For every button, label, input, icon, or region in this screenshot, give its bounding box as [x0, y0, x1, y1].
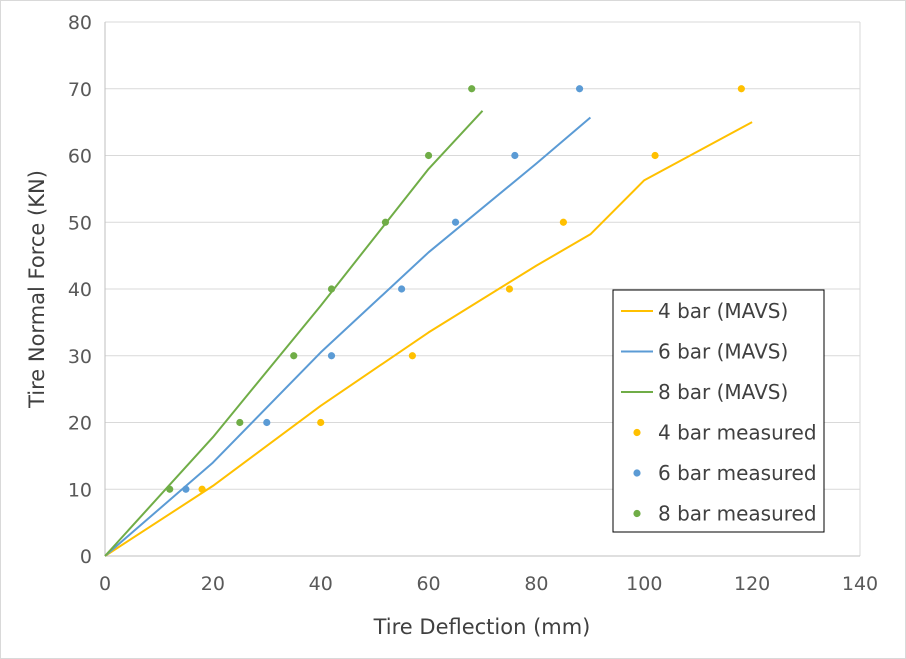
legend-entry-label: 6 bar (MAVS) [658, 340, 788, 364]
data-point [451, 218, 460, 226]
legend-entry-label: 6 bar measured [658, 461, 817, 485]
series-layer [104, 85, 753, 557]
data-point [651, 151, 659, 160]
data-point [182, 485, 190, 493]
x-tick-label: 60 [416, 573, 440, 595]
data-point [468, 85, 476, 93]
legend-entry-label: 8 bar measured [658, 502, 817, 526]
y-tick-label: 20 [68, 413, 92, 435]
legend-box [612, 289, 825, 533]
data-point [263, 418, 271, 427]
data-point [408, 352, 416, 360]
y-tick-label: 50 [68, 212, 92, 234]
data-point [327, 285, 336, 293]
y-axis-title: Tire Normal Force (KN) [25, 170, 49, 409]
y-tick-label: 40 [68, 279, 92, 301]
y-tick-label: 60 [68, 146, 92, 168]
data-point [381, 218, 390, 226]
x-tick-label: 0 [99, 573, 111, 595]
x-tick-label: 100 [626, 573, 662, 595]
legend-swatch-point [633, 469, 641, 477]
x-axis-title: Tire Deflection (mm) [373, 615, 591, 639]
data-point [424, 151, 433, 160]
series-line-2 [104, 116, 592, 557]
data-point [166, 485, 174, 493]
x-tick-label: 40 [309, 573, 333, 595]
x-tick-label: 80 [524, 573, 548, 595]
data-point [198, 485, 206, 493]
y-tick-label: 80 [68, 12, 92, 34]
legend-entry-label: 4 bar (MAVS) [658, 299, 788, 323]
y-tick-label: 30 [68, 346, 92, 368]
legend-entry-label: 8 bar (MAVS) [658, 380, 788, 404]
data-point [511, 151, 519, 160]
data-point [317, 418, 325, 427]
data-point [737, 85, 745, 93]
data-point [236, 418, 244, 427]
data-point [327, 352, 336, 360]
data-point [559, 218, 567, 226]
y-tick-label: 10 [68, 479, 92, 501]
data-point [505, 285, 514, 293]
series-line-3 [104, 110, 484, 557]
x-tick-label: 140 [842, 573, 878, 595]
legend: 4 bar (MAVS) 6 bar (MAVS) 8 bar (MAVS) 4 ba… [612, 289, 825, 533]
y-tick-label: 0 [80, 546, 92, 568]
axes: 0 10 20 30 40 50 60 70 80 0 20 40 60 80 100 120 140 [68, 12, 878, 595]
legend-swatch-point [633, 428, 641, 437]
x-tick-label: 120 [734, 573, 770, 595]
series-line-1 [104, 121, 753, 557]
y-tick-label: 70 [68, 79, 92, 101]
x-tick-label: 20 [201, 573, 225, 595]
legend-entry-label: 4 bar measured [658, 421, 817, 445]
data-point [290, 352, 298, 360]
legend-swatch-point [633, 509, 641, 518]
data-point [398, 285, 406, 293]
data-point [575, 85, 584, 93]
